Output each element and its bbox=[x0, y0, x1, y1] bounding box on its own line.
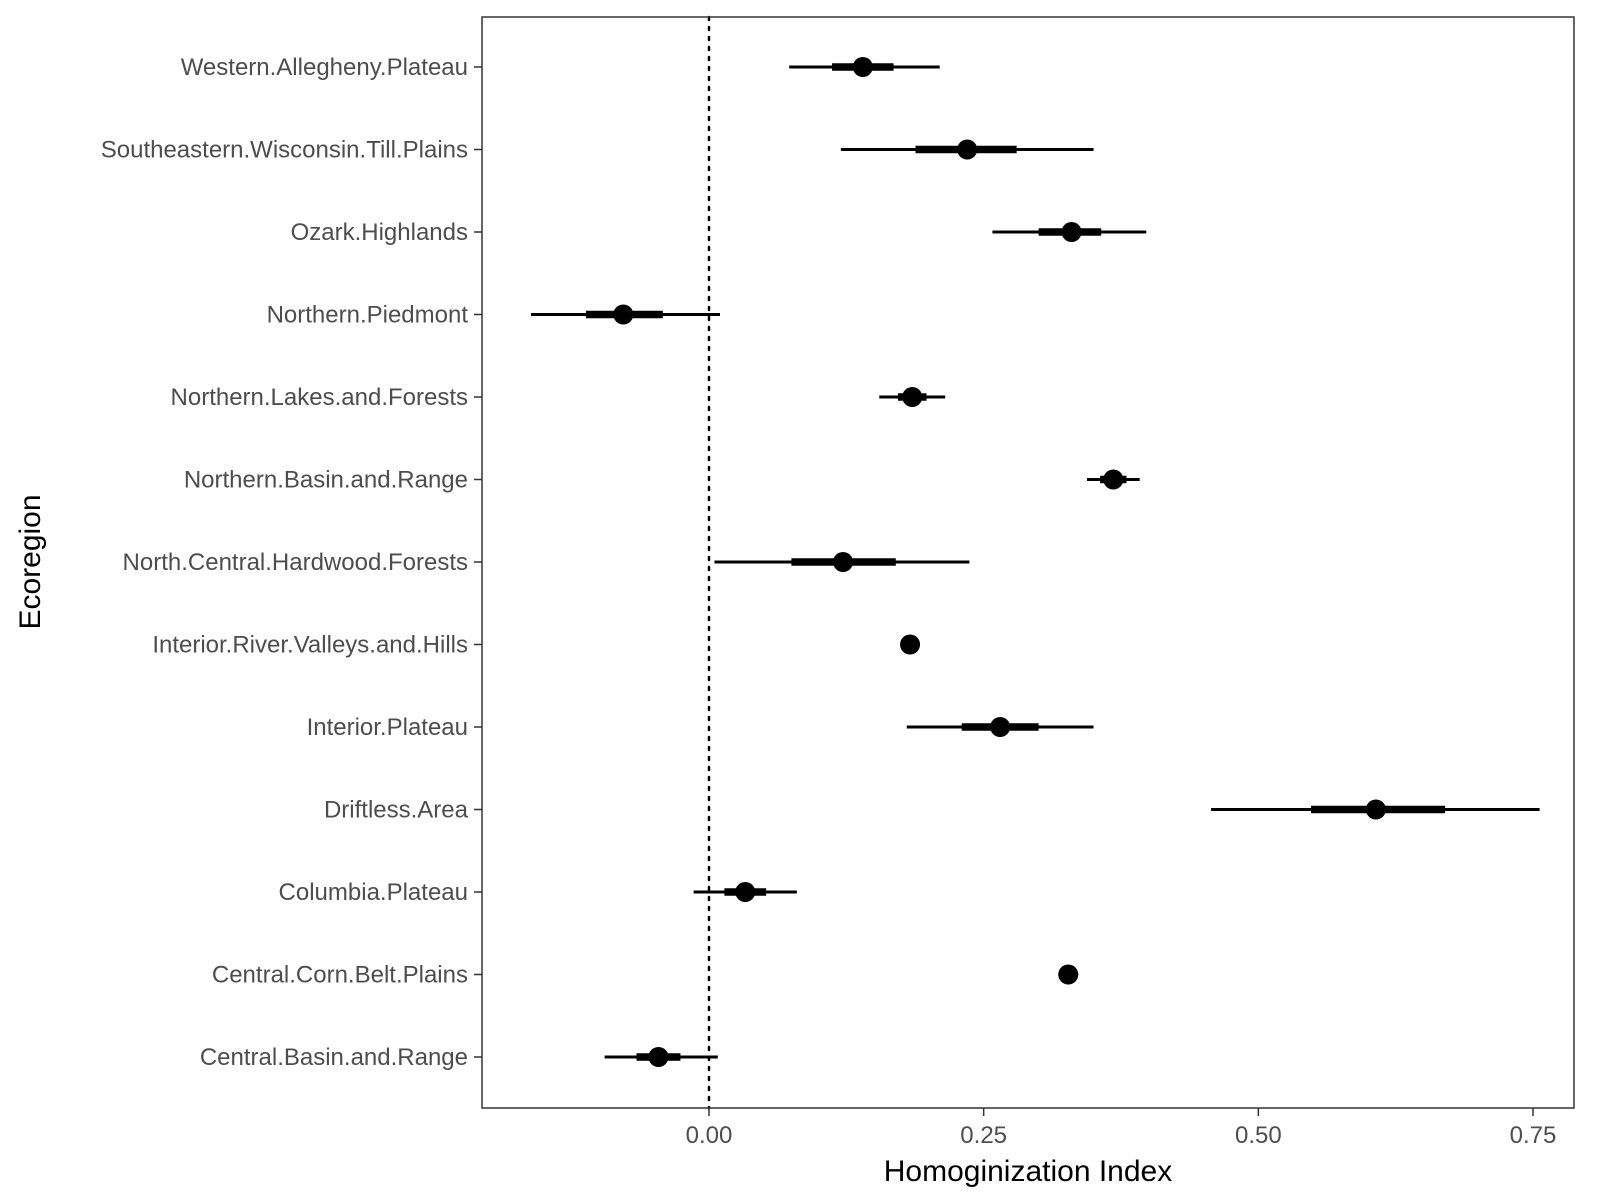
y-tick-label-northern-lakes-and-forests: Northern.Lakes.and.Forests bbox=[171, 384, 468, 411]
point-estimate-southeastern-wisconsin-till-plains bbox=[957, 139, 978, 160]
series-ozark-highlands bbox=[992, 222, 1147, 242]
y-tick-label-north-central-hardwood-forests: North.Central.Hardwood.Forests bbox=[123, 549, 468, 576]
series-northern-lakes-and-forests bbox=[879, 387, 946, 407]
y-tick-label-driftless-area: Driftless.Area bbox=[324, 797, 469, 824]
series-north-central-hardwood-forests bbox=[714, 552, 970, 572]
y-tick-label-interior-river-valleys-and-hills: Interior.River.Valleys.and.Hills bbox=[152, 632, 468, 659]
y-axis-title: Ecoregion bbox=[14, 494, 47, 629]
series-western-allegheny-plateau bbox=[789, 57, 940, 77]
point-estimate-northern-basin-and-range bbox=[1103, 469, 1124, 490]
series-driftless-area bbox=[1211, 799, 1540, 820]
x-tick-label-2: 0.50 bbox=[1235, 1122, 1282, 1149]
y-tick-label-central-corn-belt-plains: Central.Corn.Belt.Plains bbox=[212, 962, 468, 989]
point-estimate-ozark-highlands bbox=[1061, 222, 1082, 242]
point-estimate-columbia-plateau bbox=[735, 882, 756, 902]
y-tick-label-northern-piedmont: Northern.Piedmont bbox=[267, 302, 469, 329]
x-tick-label-1: 0.25 bbox=[960, 1122, 1007, 1149]
point-estimate-interior-river-valleys-and-hills bbox=[900, 634, 921, 655]
y-tick-label-northern-basin-and-range: Northern.Basin.and.Range bbox=[184, 467, 468, 494]
marks-layer bbox=[531, 15, 1540, 1110]
series-southeastern-wisconsin-till-plains bbox=[840, 139, 1094, 160]
series-northern-piedmont bbox=[531, 304, 720, 325]
series-interior-river-valleys-and-hills bbox=[900, 634, 921, 655]
y-tick-label-central-basin-and-range: Central.Basin.and.Range bbox=[200, 1044, 468, 1071]
point-estimate-central-corn-belt-plains bbox=[1058, 964, 1079, 985]
series-interior-plateau bbox=[906, 717, 1094, 737]
point-estimate-north-central-hardwood-forests bbox=[833, 552, 854, 572]
x-axis-title: Homoginization Index bbox=[884, 1155, 1173, 1188]
y-tick-label-interior-plateau: Interior.Plateau bbox=[307, 714, 468, 741]
series-central-basin-and-range bbox=[604, 1047, 718, 1067]
series-columbia-plateau bbox=[693, 882, 797, 902]
point-estimate-interior-plateau bbox=[990, 717, 1011, 737]
point-estimate-northern-lakes-and-forests bbox=[902, 387, 923, 407]
x-tick-label-3: 0.75 bbox=[1510, 1122, 1557, 1149]
point-estimate-western-allegheny-plateau bbox=[852, 57, 873, 77]
point-estimate-central-basin-and-range bbox=[648, 1047, 669, 1067]
y-tick-label-columbia-plateau: Columbia.Plateau bbox=[279, 879, 468, 906]
series-northern-basin-and-range bbox=[1086, 469, 1140, 490]
point-estimate-northern-piedmont bbox=[613, 304, 634, 325]
y-tick-label-ozark-highlands: Ozark.Highlands bbox=[291, 219, 468, 246]
series-central-corn-belt-plains bbox=[1058, 964, 1079, 985]
y-tick-label-western-allegheny-plateau: Western.Allegheny.Plateau bbox=[181, 54, 468, 81]
y-tick-label-southeastern-wisconsin-till-plains: Southeastern.Wisconsin.Till.Plains bbox=[101, 137, 468, 164]
axis-layer: Western.Allegheny.Plateau Southeastern.Wi… bbox=[101, 54, 1557, 1149]
x-tick-label-0: 0.00 bbox=[686, 1122, 733, 1149]
point-estimate-driftless-area bbox=[1365, 799, 1386, 820]
